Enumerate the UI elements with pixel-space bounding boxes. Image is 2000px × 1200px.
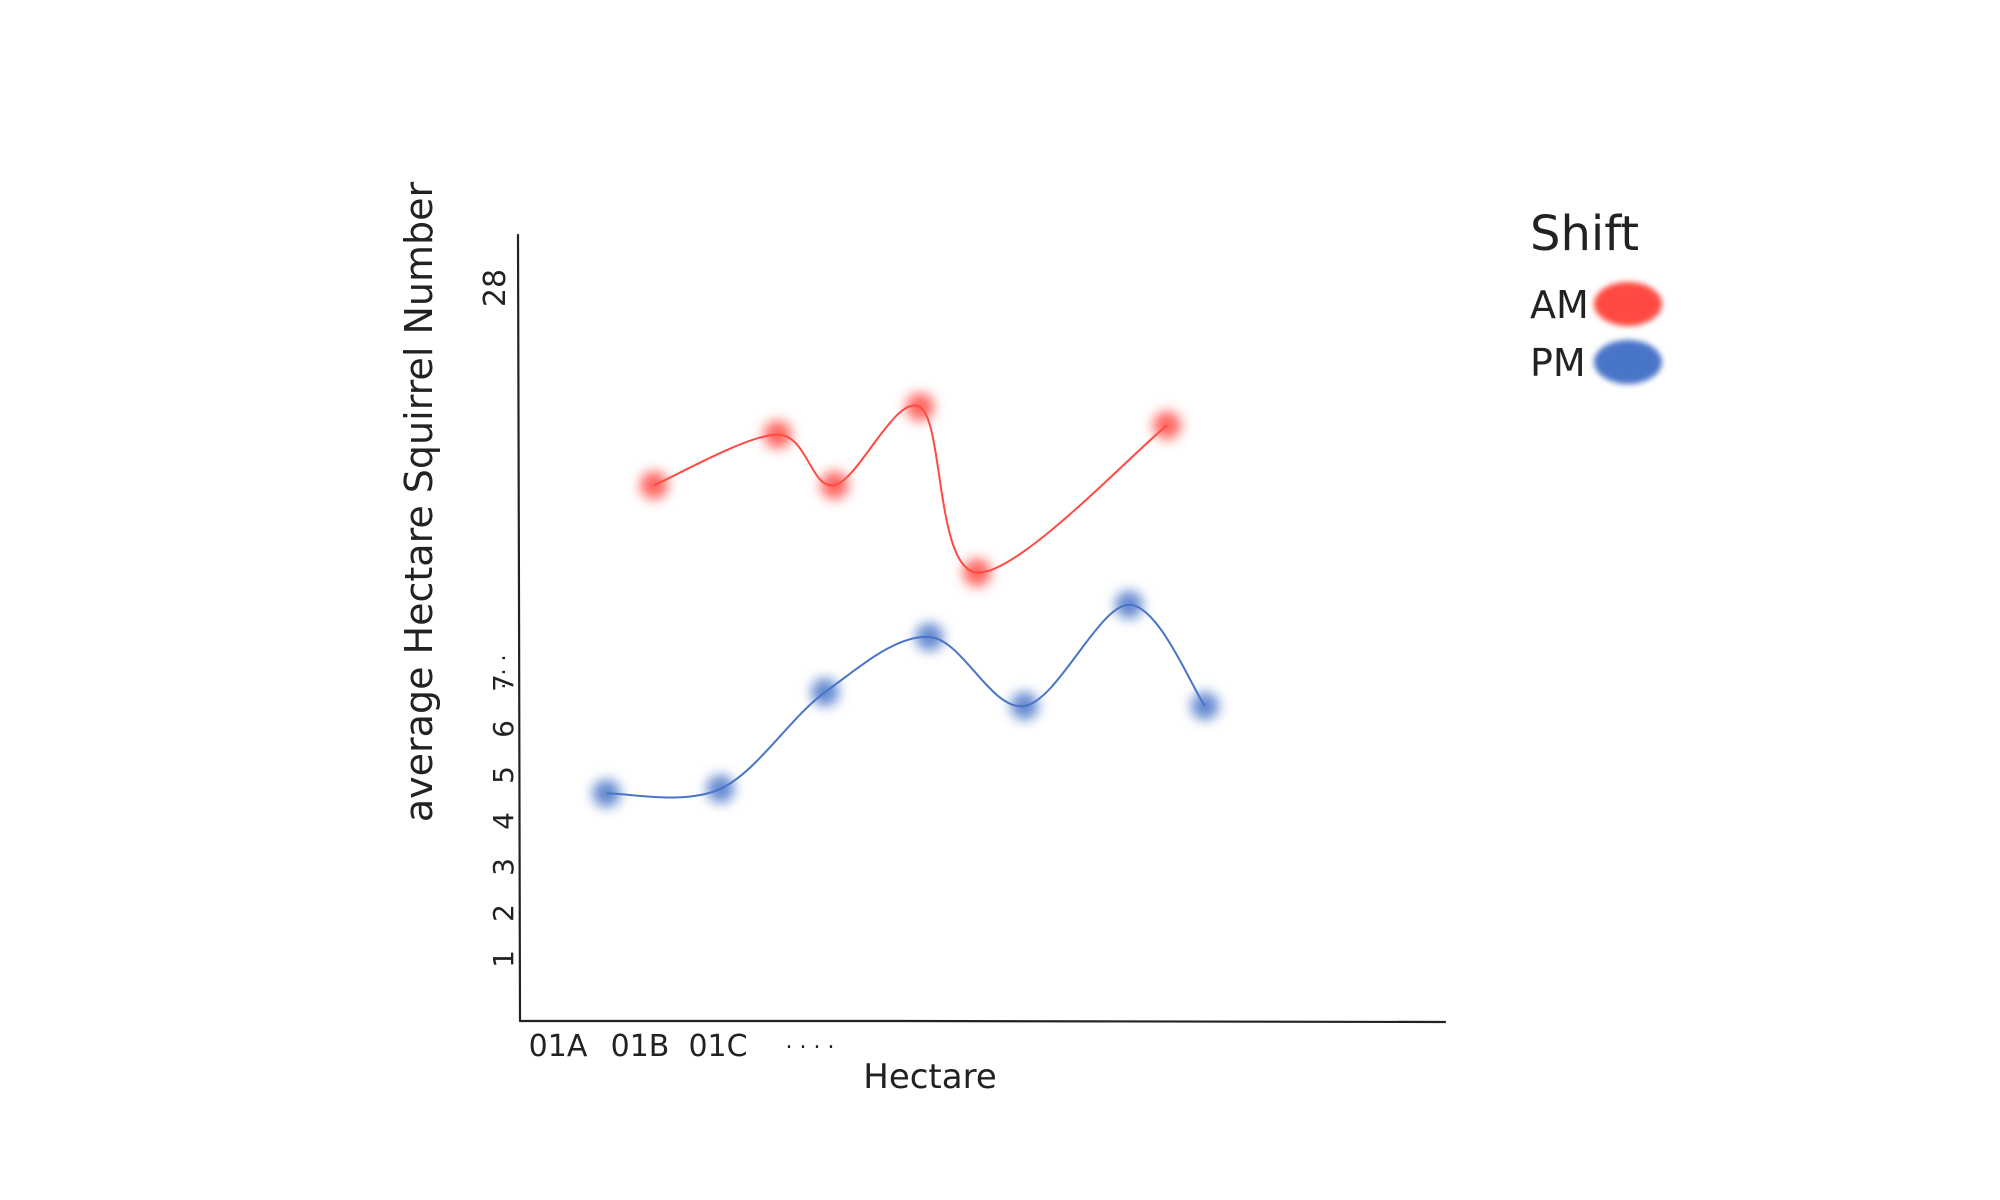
y-tick-label: 3 [487, 858, 520, 876]
y-ellipsis: . . . [486, 655, 511, 690]
y-tick-label: 2 [487, 904, 520, 922]
x-axis-line [518, 1019, 1447, 1024]
legend-swatch [1594, 340, 1662, 384]
legend-title: Shift [1530, 206, 1639, 262]
legend-label: AM [1530, 283, 1589, 327]
series-line-pm [606, 603, 1206, 799]
legend-items: AM PM [1530, 282, 1662, 385]
series-layer [592, 393, 1219, 808]
series-line-am [653, 404, 1168, 574]
y-axis [516, 233, 522, 1022]
y-axis-line [516, 233, 522, 1022]
legend: Shift AM PM [1530, 206, 1662, 385]
y-tick-label: 7 [487, 674, 520, 692]
y-tick-label: 6 [487, 720, 520, 738]
y-tick-label: 5 [487, 766, 520, 784]
data-point-am [1153, 411, 1181, 440]
x-tick-label: 01C [688, 1029, 747, 1064]
x-axis [518, 1019, 1447, 1024]
x-tick-label: 01B [611, 1029, 670, 1064]
series-pm [592, 590, 1219, 808]
y-tick-label-top: 28 [478, 269, 513, 307]
series-am [640, 393, 1181, 587]
y-axis-title: average Hectare Squirrel Number [397, 182, 441, 823]
legend-swatch [1594, 282, 1662, 326]
x-axis-title: Hectare [863, 1057, 997, 1097]
x-tick-label: 01A [529, 1029, 588, 1064]
y-tick-label: 4 [487, 812, 520, 830]
x-ellipsis: . . . . [786, 1029, 835, 1054]
legend-item-pm: PM [1530, 340, 1662, 385]
legend-item-am: AM [1530, 282, 1662, 327]
legend-label: PM [1530, 341, 1586, 385]
y-tick-label: 1 [487, 950, 520, 968]
x-tick-labels: 01A 01B 01C [529, 1029, 748, 1064]
y-tick-labels: 1 2 3 4 5 6 7 [487, 674, 520, 968]
